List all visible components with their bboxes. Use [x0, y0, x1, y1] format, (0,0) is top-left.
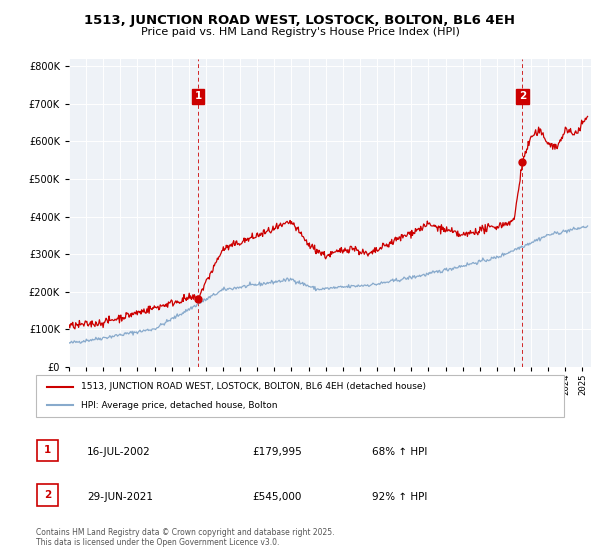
- FancyBboxPatch shape: [36, 375, 564, 417]
- Text: 1513, JUNCTION ROAD WEST, LOSTOCK, BOLTON, BL6 4EH: 1513, JUNCTION ROAD WEST, LOSTOCK, BOLTO…: [85, 14, 515, 27]
- Text: HPI: Average price, detached house, Bolton: HPI: Average price, detached house, Bolt…: [81, 401, 277, 410]
- Text: 29-JUN-2021: 29-JUN-2021: [87, 492, 153, 502]
- Text: 2: 2: [519, 91, 526, 101]
- FancyBboxPatch shape: [37, 484, 58, 506]
- Text: 1: 1: [194, 91, 202, 101]
- FancyBboxPatch shape: [37, 440, 58, 461]
- Text: Contains HM Land Registry data © Crown copyright and database right 2025.
This d: Contains HM Land Registry data © Crown c…: [36, 528, 335, 547]
- Text: 92% ↑ HPI: 92% ↑ HPI: [372, 492, 427, 502]
- Text: 16-JUL-2002: 16-JUL-2002: [87, 447, 151, 457]
- Text: 2: 2: [44, 490, 51, 500]
- Text: £545,000: £545,000: [252, 492, 301, 502]
- Text: 1: 1: [44, 445, 51, 455]
- Text: 1513, JUNCTION ROAD WEST, LOSTOCK, BOLTON, BL6 4EH (detached house): 1513, JUNCTION ROAD WEST, LOSTOCK, BOLTO…: [81, 382, 426, 391]
- Text: £179,995: £179,995: [252, 447, 302, 457]
- Text: Price paid vs. HM Land Registry's House Price Index (HPI): Price paid vs. HM Land Registry's House …: [140, 27, 460, 37]
- Text: 68% ↑ HPI: 68% ↑ HPI: [372, 447, 427, 457]
